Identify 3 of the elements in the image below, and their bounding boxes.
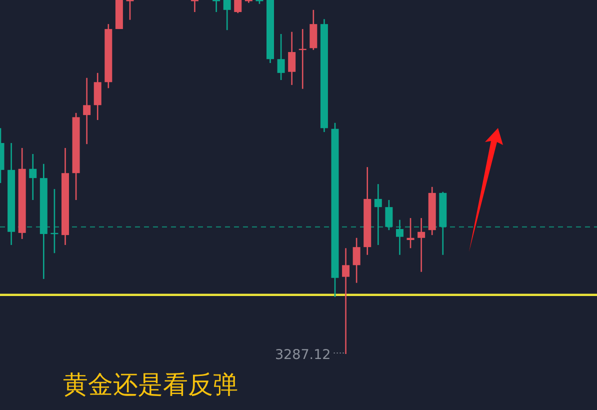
title: 黄金还是看反弹	[63, 370, 238, 399]
annotation: 3287.12	[274, 347, 344, 363]
annotation: 3287.12	[274, 347, 331, 363]
